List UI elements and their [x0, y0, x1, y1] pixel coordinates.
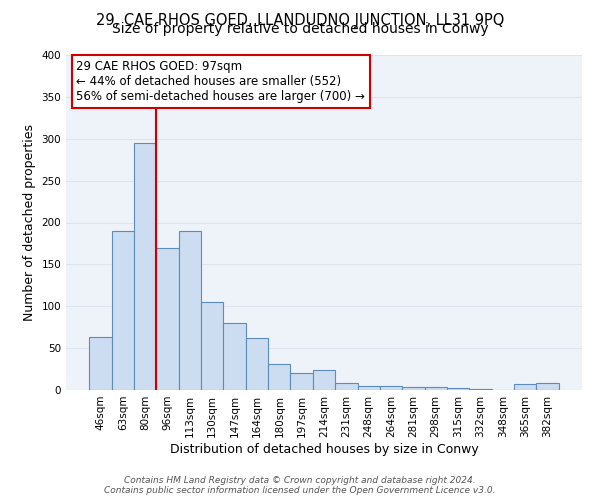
Bar	[290, 373, 313, 390]
Bar	[425, 388, 447, 390]
Text: Size of property relative to detached houses in Conwy: Size of property relative to detached ho…	[112, 22, 488, 36]
Text: 29 CAE RHOS GOED: 97sqm
← 44% of detached houses are smaller (552)
56% of semi-d: 29 CAE RHOS GOED: 97sqm ← 44% of detache…	[76, 60, 365, 103]
Bar	[134, 143, 157, 390]
Text: Contains HM Land Registry data © Crown copyright and database right 2024.
Contai: Contains HM Land Registry data © Crown c…	[104, 476, 496, 495]
Bar	[268, 364, 290, 390]
Bar	[402, 388, 425, 390]
Bar	[223, 323, 246, 390]
Bar	[536, 384, 559, 390]
Bar	[112, 231, 134, 390]
Bar	[313, 370, 335, 390]
Bar	[201, 302, 223, 390]
Bar	[469, 389, 491, 390]
Text: 29, CAE RHOS GOED, LLANDUDNO JUNCTION, LL31 9PQ: 29, CAE RHOS GOED, LLANDUDNO JUNCTION, L…	[96, 12, 504, 28]
Bar	[447, 388, 469, 390]
Y-axis label: Number of detached properties: Number of detached properties	[23, 124, 36, 321]
Bar	[335, 384, 358, 390]
Bar	[179, 231, 201, 390]
Bar	[246, 338, 268, 390]
Bar	[157, 248, 179, 390]
Bar	[89, 337, 112, 390]
Bar	[514, 384, 536, 390]
Bar	[380, 386, 402, 390]
X-axis label: Distribution of detached houses by size in Conwy: Distribution of detached houses by size …	[170, 442, 478, 456]
Bar	[358, 386, 380, 390]
